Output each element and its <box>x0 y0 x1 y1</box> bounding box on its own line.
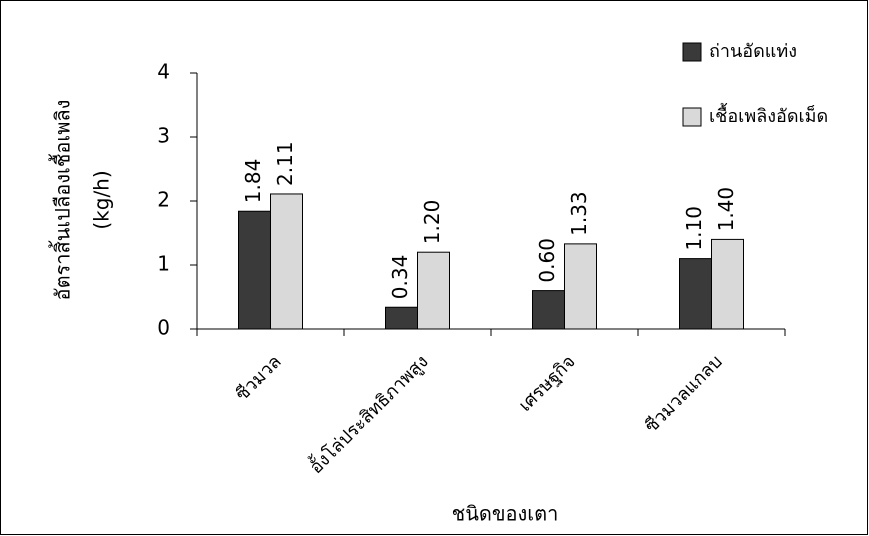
value-label: 0.60 <box>535 238 559 283</box>
value-label: 1.10 <box>682 206 706 251</box>
y-tick-label: 2 <box>157 188 170 212</box>
y-tick-label: 1 <box>157 252 170 276</box>
y-tick-label: 0 <box>157 316 170 340</box>
value-label: 1.20 <box>420 200 444 245</box>
y-axis-title: (kg/h) <box>90 170 114 229</box>
y-axis-title: อัตราสิ้นเปลืองเชื้อเพลิง <box>49 100 75 301</box>
value-label: 1.33 <box>567 191 591 236</box>
bar <box>711 238 744 330</box>
legend-swatch <box>682 42 702 62</box>
legend-swatch <box>682 107 702 127</box>
value-label: 1.40 <box>714 187 738 232</box>
x-axis-title: ชนิดของเตา <box>452 502 559 526</box>
value-label: 2.11 <box>273 141 297 186</box>
value-label: 0.34 <box>388 255 412 300</box>
bar <box>417 251 450 330</box>
bar <box>532 290 565 330</box>
bar <box>385 306 418 330</box>
legend-label: ถ่านอัดแท่ง <box>709 41 797 62</box>
bar <box>270 193 303 330</box>
value-label: 1.84 <box>241 159 265 204</box>
legend-label: เชื้อเพลิงอัดเม็ด <box>709 103 828 127</box>
bar <box>564 243 597 330</box>
y-tick-label: 3 <box>157 124 170 148</box>
y-tick-label: 4 <box>157 60 170 84</box>
bar <box>238 210 271 330</box>
bar <box>679 258 712 330</box>
